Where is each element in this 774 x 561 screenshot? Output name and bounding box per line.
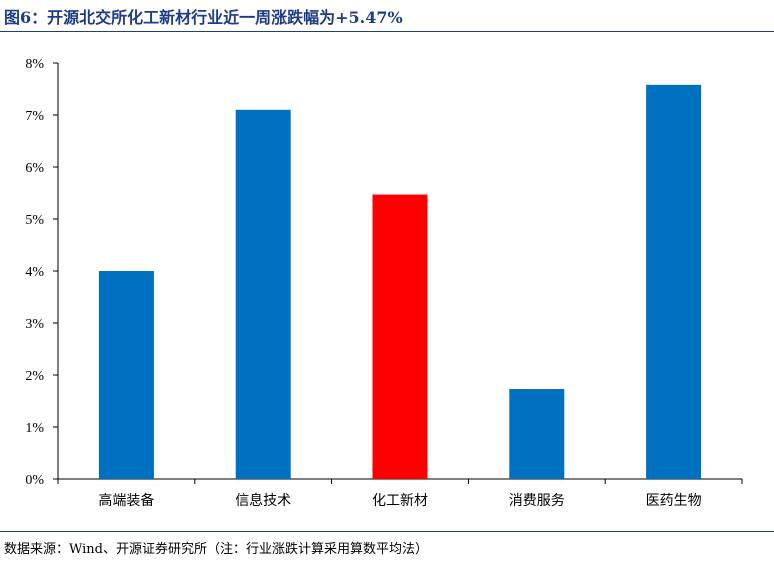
y-tick-label: 0% [25, 473, 44, 488]
bar-1 [98, 271, 154, 479]
x-category-label: 消费服务 [509, 493, 565, 509]
chart-title: 图6：开源北交所化工新材行业近一周涨跌幅为+5.47% [4, 8, 403, 27]
x-category-label: 化工新材 [372, 493, 428, 509]
chart-bars [98, 84, 702, 480]
x-category-label: 高端装备 [98, 492, 154, 509]
source-note: 数据来源：Wind、开源证券研究所（注：行业涨跌计算采用算数平均法） [4, 542, 428, 557]
footer-divider [0, 531, 774, 532]
y-tick-label: 6% [25, 161, 44, 176]
bar-3 [372, 194, 428, 479]
chart-labels: 0% 1% 2% 3% 4% 5% 6% 7% 8% 高端装备 信息技术 化工新材 消费服务 医药生物 [25, 57, 701, 509]
x-category-label: 信息技术 [235, 492, 291, 509]
y-tick-label: 4% [25, 265, 44, 280]
bar-chart: 0% 1% 2% 3% 4% 5% 6% 7% 8% 高端装备 信息技术 化工新材 消费服务 医药生物 [25, 57, 743, 509]
bar-4 [509, 389, 565, 479]
y-tick-label: 2% [25, 369, 44, 384]
bar-5 [646, 84, 702, 479]
y-tick-label: 1% [25, 421, 44, 436]
y-tick-label: 3% [25, 317, 44, 332]
bar-2 [235, 109, 291, 480]
y-tick-label: 5% [25, 213, 44, 228]
title-divider [0, 31, 774, 32]
y-tick-label: 8% [25, 57, 44, 72]
x-category-label: 医药生物 [646, 493, 702, 509]
y-tick-label: 7% [25, 109, 44, 124]
